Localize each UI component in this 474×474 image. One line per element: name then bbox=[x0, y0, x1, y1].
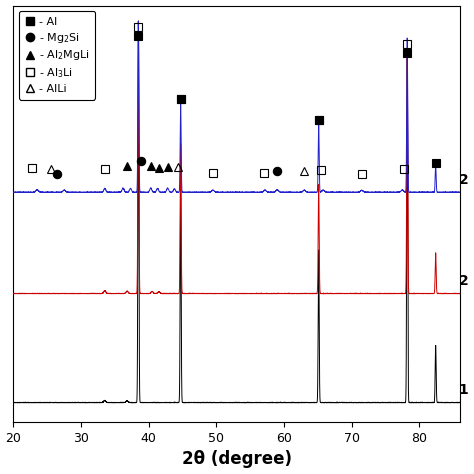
Text: 2: 2 bbox=[458, 274, 468, 288]
X-axis label: 2θ (degree): 2θ (degree) bbox=[182, 450, 292, 468]
Text: 1: 1 bbox=[458, 383, 468, 397]
Legend: - Al, - Mg$_2$Si, - Al$_2$MgLi, - Al$_3$Li, - AlLi: - Al, - Mg$_2$Si, - Al$_2$MgLi, - Al$_3$… bbox=[19, 11, 95, 100]
Text: 2: 2 bbox=[458, 173, 468, 187]
